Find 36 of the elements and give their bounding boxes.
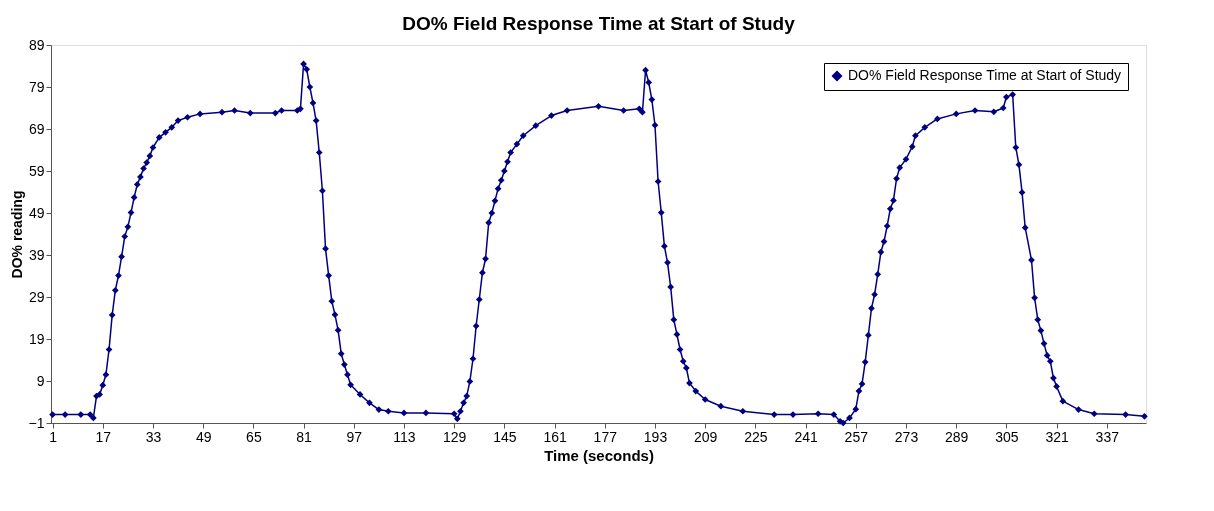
x-tick-label: 321: [1045, 428, 1069, 445]
chart-title: DO% Field Response Time at Start of Study: [402, 13, 796, 34]
x-tick-label: 145: [493, 428, 517, 445]
y-tick-label: 39: [28, 246, 45, 263]
x-tick-label: 97: [346, 428, 363, 445]
y-tick-label: −1: [28, 414, 45, 431]
x-tick-label: 129: [442, 428, 467, 445]
x-tick-label: 273: [894, 428, 919, 445]
x-tick-label: 337: [1095, 428, 1120, 445]
x-tick-label: 65: [246, 428, 262, 445]
y-tick-label: 29: [28, 288, 45, 305]
x-tick-label: 1: [49, 428, 58, 445]
y-tick-label: 59: [28, 162, 45, 179]
x-tick-label: 33: [145, 428, 162, 445]
x-tick-label: 113: [393, 428, 416, 445]
y-tick-label: 89: [28, 36, 45, 53]
x-tick-label: 177: [593, 428, 618, 445]
x-axis-title: Time (seconds): [544, 446, 654, 464]
x-tick-label: 17: [95, 428, 112, 445]
x-tick-label: 49: [195, 428, 212, 445]
y-tick-label: 19: [28, 330, 45, 347]
x-tick-label: 241: [794, 428, 818, 445]
x-tick-label: 81: [296, 428, 313, 445]
y-tick-label: 79: [28, 78, 45, 95]
y-axis-title: DO% reading: [8, 190, 25, 279]
legend-label: DO% Field Response Time at Start of Study: [848, 67, 1122, 83]
x-tick-label: 161: [543, 428, 567, 445]
x-tick-label: 289: [945, 428, 969, 445]
x-tick-label: 193: [643, 428, 668, 445]
x-tick-label: 209: [694, 428, 718, 445]
y-tick-label: 49: [28, 204, 45, 221]
y-tick-label: 9: [36, 372, 45, 389]
y-tick-label: 69: [28, 120, 45, 137]
x-tick-label: 257: [844, 428, 869, 445]
x-tick-label: 305: [995, 428, 1019, 445]
x-tick-label: 225: [744, 428, 768, 445]
